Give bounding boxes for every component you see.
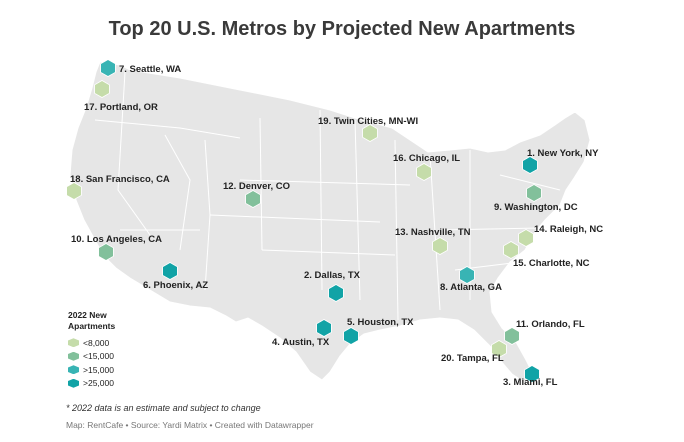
metro-hexagon-10 <box>98 243 114 261</box>
metro-hexagon-18 <box>66 182 82 200</box>
legend-label: >25,000 <box>83 378 114 389</box>
metro-label-17: 17. Portland, OR <box>84 102 158 113</box>
metro-label-2: 2. Dallas, TX <box>304 270 360 281</box>
legend-item-2: <15,000 <box>68 350 115 364</box>
legend-label: <15,000 <box>83 351 114 362</box>
footnote: * 2022 data is an estimate and subject t… <box>66 403 261 413</box>
metro-label-8: 8. Atlanta, GA <box>440 282 502 293</box>
metro-label-9: 9. Washington, DC <box>494 202 578 213</box>
metro-hexagon-19 <box>362 124 378 142</box>
metro-hexagon-14 <box>518 229 534 247</box>
state-borders <box>94 71 561 321</box>
metro-hexagon-6 <box>162 262 178 280</box>
legend-title: 2022 New Apartments <box>68 310 116 331</box>
metro-label-1: 1. New York, NY <box>527 148 599 159</box>
metro-hexagon-1 <box>522 156 538 174</box>
legend-label: <8,000 <box>83 337 110 348</box>
legend: 2022 New Apartments <8,000 <15,000 >15,000… <box>68 310 115 390</box>
metro-hexagon-12 <box>245 190 261 208</box>
metro-label-19: 19. Twin Cities, MN-WI <box>318 116 419 127</box>
metro-hexagon-3 <box>524 365 540 383</box>
metro-label-10: 10. Los Angeles, CA <box>71 234 162 245</box>
metro-hexagon-11 <box>504 327 520 345</box>
metro-label-5: 5. Houston, TX <box>347 317 414 328</box>
legend-swatch <box>68 378 79 388</box>
map-title: Top 20 U.S. Metros by Projected New Apar… <box>108 18 576 40</box>
metro-label-3: 3. Miami, FL <box>503 377 558 388</box>
metro-hexagon-15 <box>503 241 519 259</box>
metro-hexagon-4 <box>316 319 332 337</box>
metro-hexagon-20 <box>491 340 507 358</box>
credit-line: Map: RentCafe • Source: Yardi Matrix • C… <box>66 420 314 430</box>
metro-hexagon-17 <box>94 80 110 98</box>
legend-swatch <box>68 365 79 375</box>
metro-label-16: 16. Chicago, IL <box>393 153 461 164</box>
us-land-shape <box>69 61 591 383</box>
legend-label: >15,000 <box>83 364 114 375</box>
metro-label-14: 14. Raleigh, NC <box>534 224 604 235</box>
metro-label-6: 6. Phoenix, AZ <box>143 280 209 291</box>
metro-hexagon-13 <box>432 237 448 255</box>
metro-label-18: 18. San Francisco, CA <box>70 174 170 185</box>
metro-label-20: 20. Tampa, FL <box>441 353 504 364</box>
metro-label-15: 15. Charlotte, NC <box>513 258 590 269</box>
metro-hexagon-8 <box>459 266 475 284</box>
metro-hexagon-2 <box>328 284 344 302</box>
metro-label-11: 11. Orlando, FL <box>516 319 585 330</box>
metro-label-12: 12. Denver, CO <box>223 181 291 192</box>
metro-hexagon-7 <box>100 59 116 77</box>
metro-label-7: 7. Seattle, WA <box>119 64 182 75</box>
metro-hexagon-5 <box>343 327 359 345</box>
legend-item-1: <8,000 <box>68 336 115 350</box>
legend-swatch <box>68 351 79 361</box>
legend-item-3: >15,000 <box>68 363 115 377</box>
legend-item-4: >25,000 <box>68 377 115 391</box>
metro-label-13: 13. Nashville, TN <box>395 227 471 238</box>
metro-hexagon-9 <box>526 184 542 202</box>
metro-hexagons <box>66 59 542 383</box>
legend-swatch <box>68 338 79 348</box>
metro-label-4: 4. Austin, TX <box>272 337 330 348</box>
metro-hexagon-16 <box>416 163 432 181</box>
